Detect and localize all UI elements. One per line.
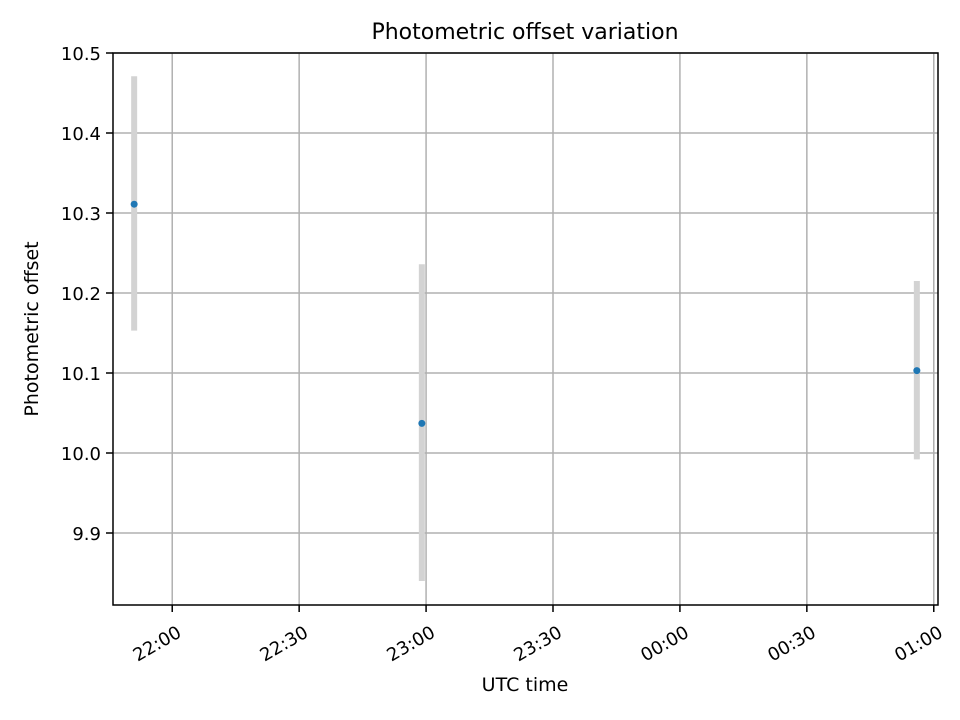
data-point [418,419,426,427]
y-axis-label: Photometric offset [21,241,43,416]
data-point [913,367,921,375]
y-axis: 9.9 10.0 10.1 10.2 10.3 10.4 10.5 [61,44,113,545]
x-axis: 22:00 22:30 23:00 23:30 00:00 00:30 01:00 [130,605,947,666]
x-tick-label: 00:00 [637,622,692,666]
y-tick-label: 10.0 [61,444,101,465]
y-tick-label: 10.3 [61,204,101,225]
x-tick-label: 22:30 [257,622,312,666]
y-tick-label: 10.1 [61,364,101,385]
x-axis-label: UTC time [482,674,569,696]
plot-frame [112,52,939,606]
x-tick-label: 23:30 [510,622,565,666]
y-tick-label: 10.4 [61,124,101,145]
error-bars [131,76,920,581]
chart-title: Photometric offset variation [371,20,678,45]
x-tick-label: 00:30 [764,622,819,666]
x-tick-label: 01:00 [891,622,946,666]
x-tick-label: 23:00 [383,622,438,666]
data-point [130,200,138,208]
y-tick-label: 10.2 [61,284,101,305]
x-tick-label: 22:00 [130,622,185,666]
data-points [130,200,921,427]
y-tick-label: 10.5 [61,44,101,65]
y-tick-label: 9.9 [72,524,101,545]
grid [113,52,938,605]
